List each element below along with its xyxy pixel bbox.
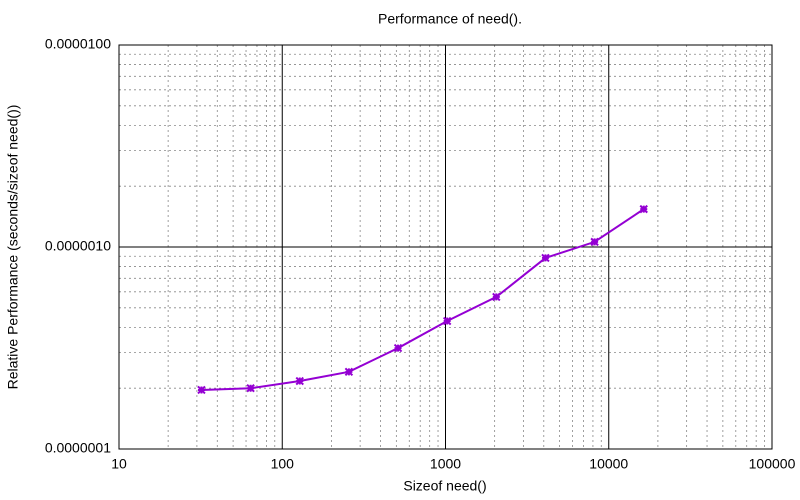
x-tick-label: 100000 bbox=[749, 456, 796, 472]
x-tick-label: 10000 bbox=[589, 456, 628, 472]
y-tick-label: 0.0000100 bbox=[45, 36, 111, 52]
marker bbox=[295, 376, 304, 386]
marker bbox=[639, 204, 648, 214]
marker bbox=[197, 385, 206, 395]
marker bbox=[393, 343, 403, 353]
marker bbox=[246, 383, 255, 393]
marker bbox=[442, 316, 452, 326]
x-axis-label: Sizeof need() bbox=[403, 478, 486, 494]
x-tick-label: 10 bbox=[111, 456, 127, 472]
marker bbox=[492, 292, 501, 302]
marker bbox=[590, 237, 599, 247]
y-axis-label: Relative Performance (seconds/sizeof nee… bbox=[5, 105, 21, 390]
x-tick-label: 100 bbox=[271, 456, 295, 472]
y-tick-label: 0.0000010 bbox=[45, 238, 111, 254]
x-tick-label: 1000 bbox=[430, 456, 461, 472]
y-tick-label: 0.0000001 bbox=[45, 440, 111, 456]
line bbox=[201, 208, 645, 391]
marker bbox=[541, 253, 550, 263]
plot-frame bbox=[118, 44, 773, 450]
marker bbox=[344, 367, 354, 377]
chart-title: Performance of need(). bbox=[378, 11, 522, 27]
